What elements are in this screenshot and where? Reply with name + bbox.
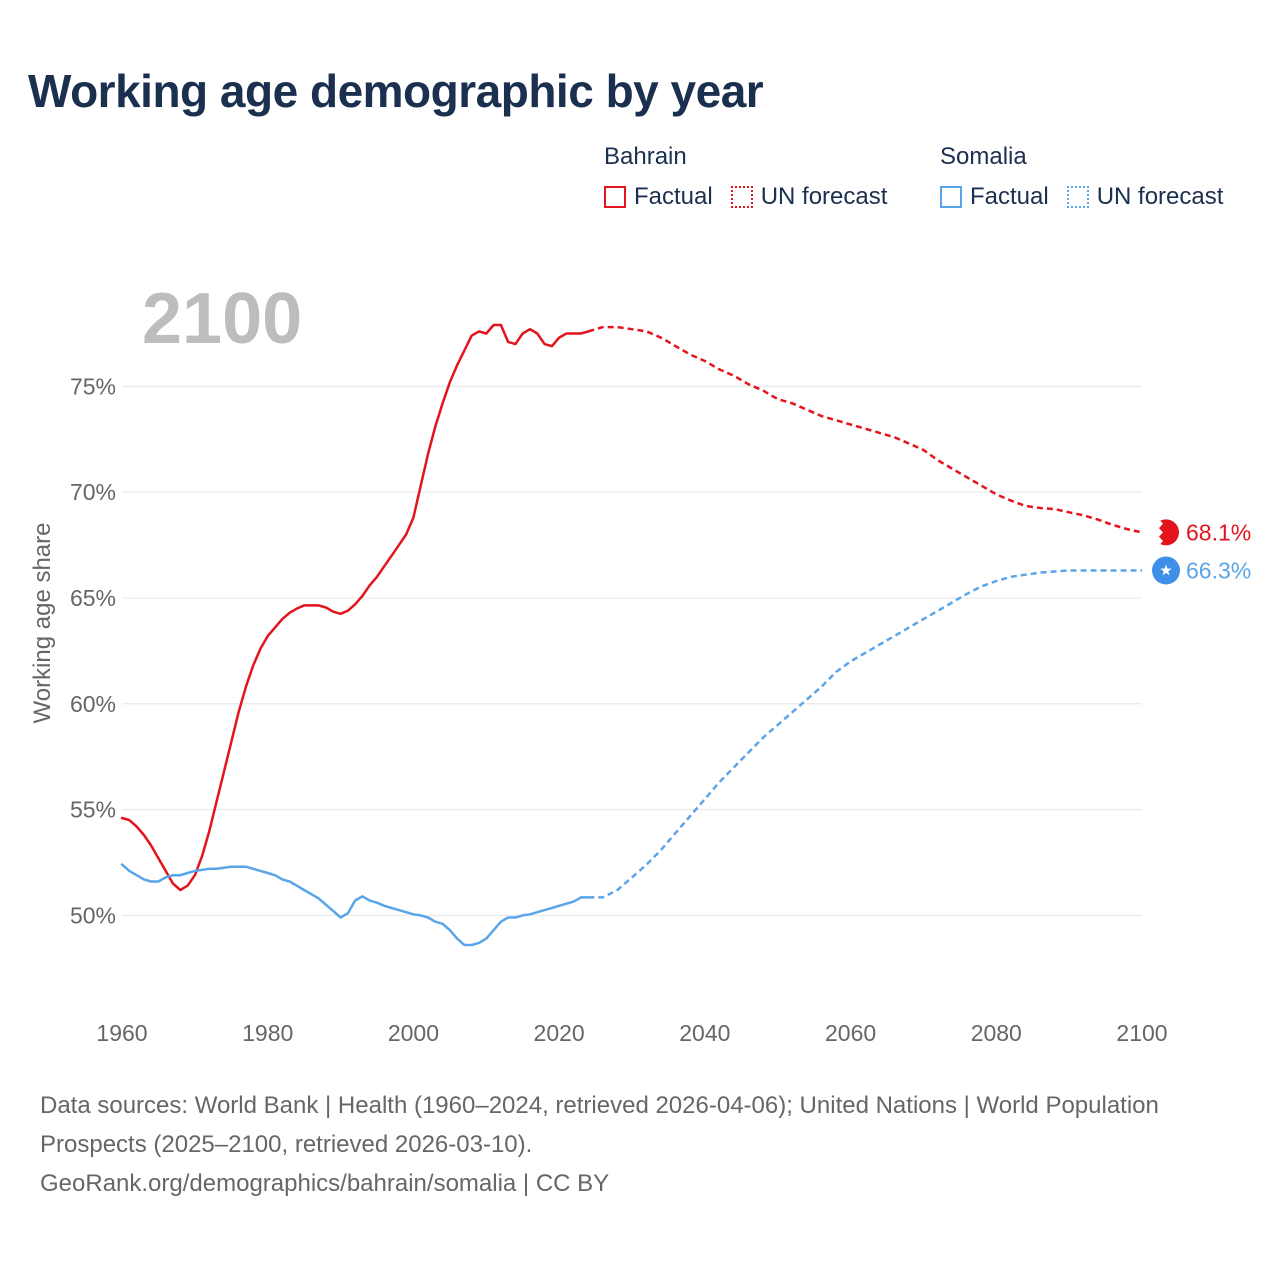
y-tick-label: 60% [70,691,116,717]
legend-group-somalia: Somalia Factual UN forecast [940,143,1223,211]
end-markers: 68.1% 66.3% [1152,519,1251,585]
end-label-somalia: 66.3% [1186,557,1251,583]
x-tick-label: 1980 [242,1020,293,1046]
x-tick-label: 2100 [1116,1020,1167,1046]
legend-swatch-factual [604,186,626,208]
bahrain-flag-icon [1153,519,1179,546]
legend-swatch-forecast [1066,186,1089,208]
gridlines [122,385,1142,916]
footer: Data sources: World Bank | Health (1960–… [40,1086,1220,1203]
y-tick-label: 75% [70,373,116,399]
legend-label-factual: Factual [634,183,713,210]
series-line-somalia-factual [120,863,590,947]
chart-title: Working age demographic by year [28,65,764,117]
legend-group-name: Somalia [940,143,1027,170]
x-axis-ticks: 1960 1980 2000 2020 2040 2060 2080 2100 [96,1020,1167,1046]
x-tick-label: 1960 [96,1020,147,1046]
x-tick-label: 2020 [534,1020,585,1046]
credit-line: GeoRank.org/demographics/bahrain/somalia… [40,1170,610,1197]
year-watermark: 2100 [142,279,302,359]
legend-group-bahrain: Bahrain Factual UN forecast [604,143,887,211]
end-label-bahrain: 68.1% [1186,519,1251,545]
legend-swatch-factual [940,186,962,208]
y-tick-label: 50% [70,902,116,928]
series-lines [120,323,1143,947]
data-sources: Data sources: World Bank | Health (1960–… [40,1092,1159,1158]
line-chart: 2100 Working age share 50% 55% 60% 65% 70% 75… [29,279,1251,1046]
y-tick-label: 70% [70,479,116,505]
x-tick-label: 2080 [971,1020,1022,1046]
legend-label-factual: Factual [970,183,1049,210]
x-tick-label: 2060 [825,1020,876,1046]
somalia-flag-icon [1152,556,1180,585]
series-line-somalia-forecast [588,569,1142,899]
y-tick-label: 65% [70,585,116,611]
y-tick-label: 55% [70,797,116,823]
legend-group-name: Bahrain [604,143,687,170]
series-line-bahrain-forecast [587,325,1143,534]
legend-label-forecast: UN forecast [760,183,888,210]
legend-swatch-forecast [730,186,753,208]
legend-label-forecast: UN forecast [1096,183,1224,210]
x-tick-label: 2040 [679,1020,730,1046]
x-tick-label: 2000 [388,1020,439,1046]
y-axis-label: Working age share [29,523,56,724]
series-line-bahrain-factual [120,323,590,892]
y-axis-ticks: 50% 55% 60% 65% 70% 75% [70,373,116,928]
